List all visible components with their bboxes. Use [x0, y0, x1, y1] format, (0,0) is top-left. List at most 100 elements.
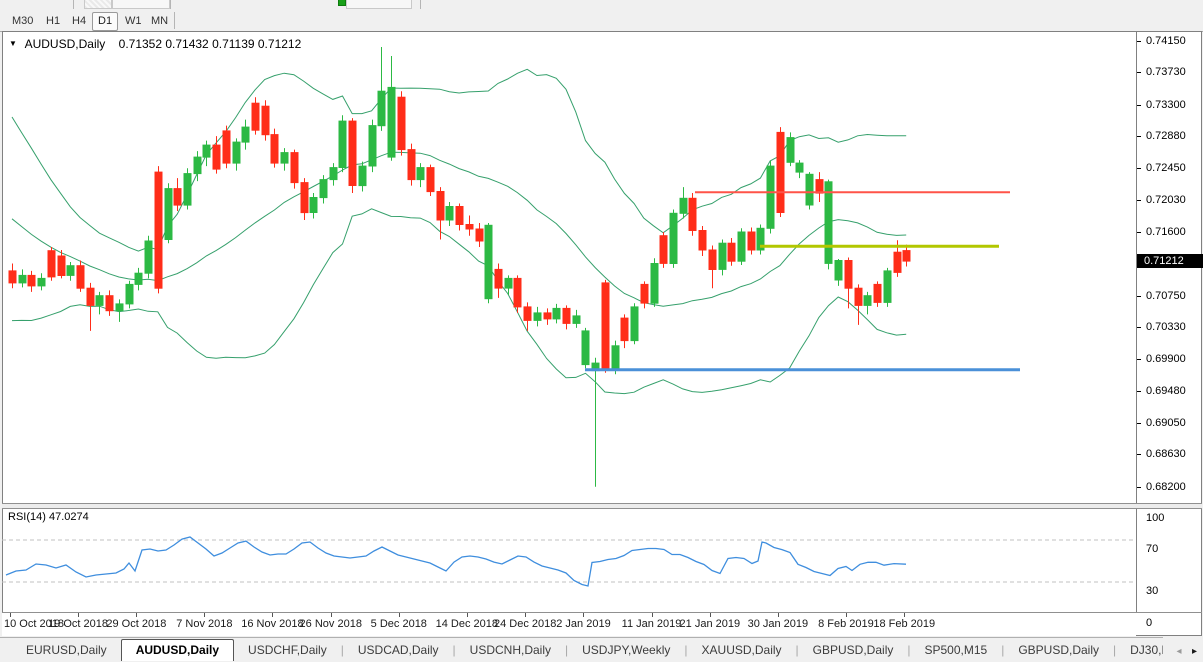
date-axis[interactable]: 10 Oct 2018 19 Oct 2018 29 Oct 2018 7 Nov 2… — [2, 613, 1136, 636]
price-axis-tick — [1137, 136, 1141, 138]
rsi-axis-label: 100 — [1146, 511, 1165, 524]
date-axis-tick — [525, 613, 527, 617]
price-axis-border — [1136, 31, 1137, 612]
price-axis-label: 0.69480 — [1146, 384, 1186, 397]
bullish-candle — [37, 277, 46, 287]
symbol-period-label: AUDUSD,Daily — [24, 37, 106, 51]
bearish-candle — [543, 312, 552, 320]
bullish-candle — [786, 137, 795, 163]
bullish-candle — [387, 86, 396, 158]
bollinger-bands — [11, 68, 907, 395]
chart-tab-gbpusd-daily[interactable]: GBPUSD,Daily — [812, 643, 894, 657]
date-axis-tick — [78, 613, 80, 617]
timeframe-mn-button[interactable]: MN — [151, 15, 169, 27]
price-axis-label: 0.68630 — [1146, 448, 1186, 461]
timeframe-w1-button[interactable]: W1 — [125, 15, 142, 27]
price-axis-tick — [1137, 454, 1141, 456]
bearish-candle — [854, 287, 863, 306]
date-axis-tick — [272, 613, 274, 617]
timeframe-h1-button[interactable]: H1 — [46, 15, 61, 27]
bullish-candle — [368, 125, 377, 167]
bullish-candle — [95, 295, 104, 306]
bearish-candle — [348, 120, 357, 186]
bearish-candle — [893, 251, 902, 273]
bearish-candle — [659, 235, 668, 264]
rsi-pane-border — [2, 612, 1202, 613]
chart-title: ▼ AUDUSD,Daily 0.71352 0.71432 0.71139 0… — [9, 37, 301, 51]
bearish-candle — [708, 249, 717, 270]
chart-tab-xauusd-daily[interactable]: XAUUSD,Daily — [701, 643, 782, 657]
bullish-candle — [377, 90, 386, 127]
toolbar-button-fragment[interactable] — [84, 0, 112, 9]
bullish-candle — [18, 274, 27, 284]
chart-tab-usdcnh-daily[interactable]: USDCNH,Daily — [469, 643, 552, 657]
timeframe-d1-button[interactable]: D1 — [92, 12, 119, 31]
toolbar-button-fragment[interactable] — [112, 0, 170, 9]
price-axis-tick — [1137, 199, 1141, 201]
bullish-candle — [134, 272, 143, 285]
bearish-candle — [494, 268, 503, 289]
bullish-candle — [358, 165, 367, 187]
chart-tab-gbpusd-daily[interactable]: GBPUSD,Daily — [1018, 643, 1100, 657]
symbol-dropdown-icon[interactable]: ▼ — [9, 39, 17, 48]
price-axis-tick — [1137, 390, 1141, 392]
bullish-candle — [202, 144, 211, 158]
bearish-candle — [688, 197, 697, 232]
bollinger-lower-band — [11, 208, 907, 395]
chart-tab-eurusd-daily[interactable]: EURUSD,Daily — [26, 643, 107, 657]
date-axis-tick — [845, 613, 847, 617]
bearish-candle — [173, 188, 182, 206]
bearish-candle — [407, 149, 416, 181]
bearish-candle — [698, 230, 707, 251]
rsi-indicator-canvas[interactable] — [2, 508, 1136, 612]
bearish-candle — [222, 130, 231, 164]
price-axis-tick — [1137, 168, 1141, 170]
date-axis-tick — [583, 613, 585, 617]
toolbar-separator — [73, 0, 74, 9]
price-axis-tick — [1137, 422, 1141, 424]
bearish-candle — [212, 144, 221, 170]
bullish-candle — [552, 307, 561, 320]
bearish-candle — [844, 260, 853, 289]
chart-tab-sp500-m15[interactable]: SP500,M15 — [924, 643, 988, 657]
bullish-candle — [650, 263, 659, 304]
price-chart-canvas[interactable] — [2, 31, 1136, 503]
bearish-candle — [562, 307, 571, 324]
price-axis-label: 0.72030 — [1146, 193, 1186, 206]
bullish-candle — [309, 197, 318, 213]
tab-separator: | — [907, 643, 911, 657]
bearish-candle — [86, 287, 95, 306]
bullish-candle — [737, 231, 746, 262]
ohlc-values: 0.71352 0.71432 0.71139 0.71212 — [118, 37, 302, 51]
bullish-candle — [863, 295, 872, 306]
toolbar-button-fragment[interactable] — [346, 0, 412, 9]
tab-separator: | — [1001, 643, 1005, 657]
timeframe-h4-button[interactable]: H4 — [72, 15, 87, 27]
tab-scroll-left-icon[interactable]: ◂ — [1176, 646, 1182, 657]
bearish-candle — [873, 283, 882, 303]
date-axis-label: 26 Nov 2018 — [299, 618, 362, 630]
chart-tab-usdchf-daily[interactable]: USDCHF,Daily — [248, 643, 327, 657]
timeframe-m30-button[interactable]: M30 — [12, 15, 34, 27]
bearish-candle — [251, 102, 260, 131]
bearish-candle — [523, 306, 532, 321]
bullish-candle — [756, 227, 765, 251]
tab-separator: | — [452, 643, 456, 657]
chart-tab-usdjpy-weekly[interactable]: USDJPY,Weekly — [582, 643, 671, 657]
price-axis-label: 0.69050 — [1146, 416, 1186, 429]
chart-tab-usdcad-daily[interactable]: USDCAD,Daily — [357, 643, 439, 657]
price-axis-label: 0.70750 — [1146, 289, 1186, 302]
chart-tab-audusd-daily[interactable]: AUDUSD,Daily — [120, 639, 235, 661]
date-axis-tick — [651, 613, 653, 617]
bullish-candle — [718, 242, 727, 270]
bearish-candle — [776, 131, 785, 213]
bullish-candle — [115, 303, 124, 312]
bearish-candle — [513, 277, 522, 308]
tab-scroll-right-icon[interactable]: ▸ — [1191, 646, 1197, 657]
pane-splitter[interactable] — [2, 503, 1202, 509]
bullish-candle — [144, 240, 153, 274]
bullish-candle — [805, 173, 814, 206]
bearish-candle — [902, 250, 911, 262]
toolbar-separator — [170, 0, 171, 9]
